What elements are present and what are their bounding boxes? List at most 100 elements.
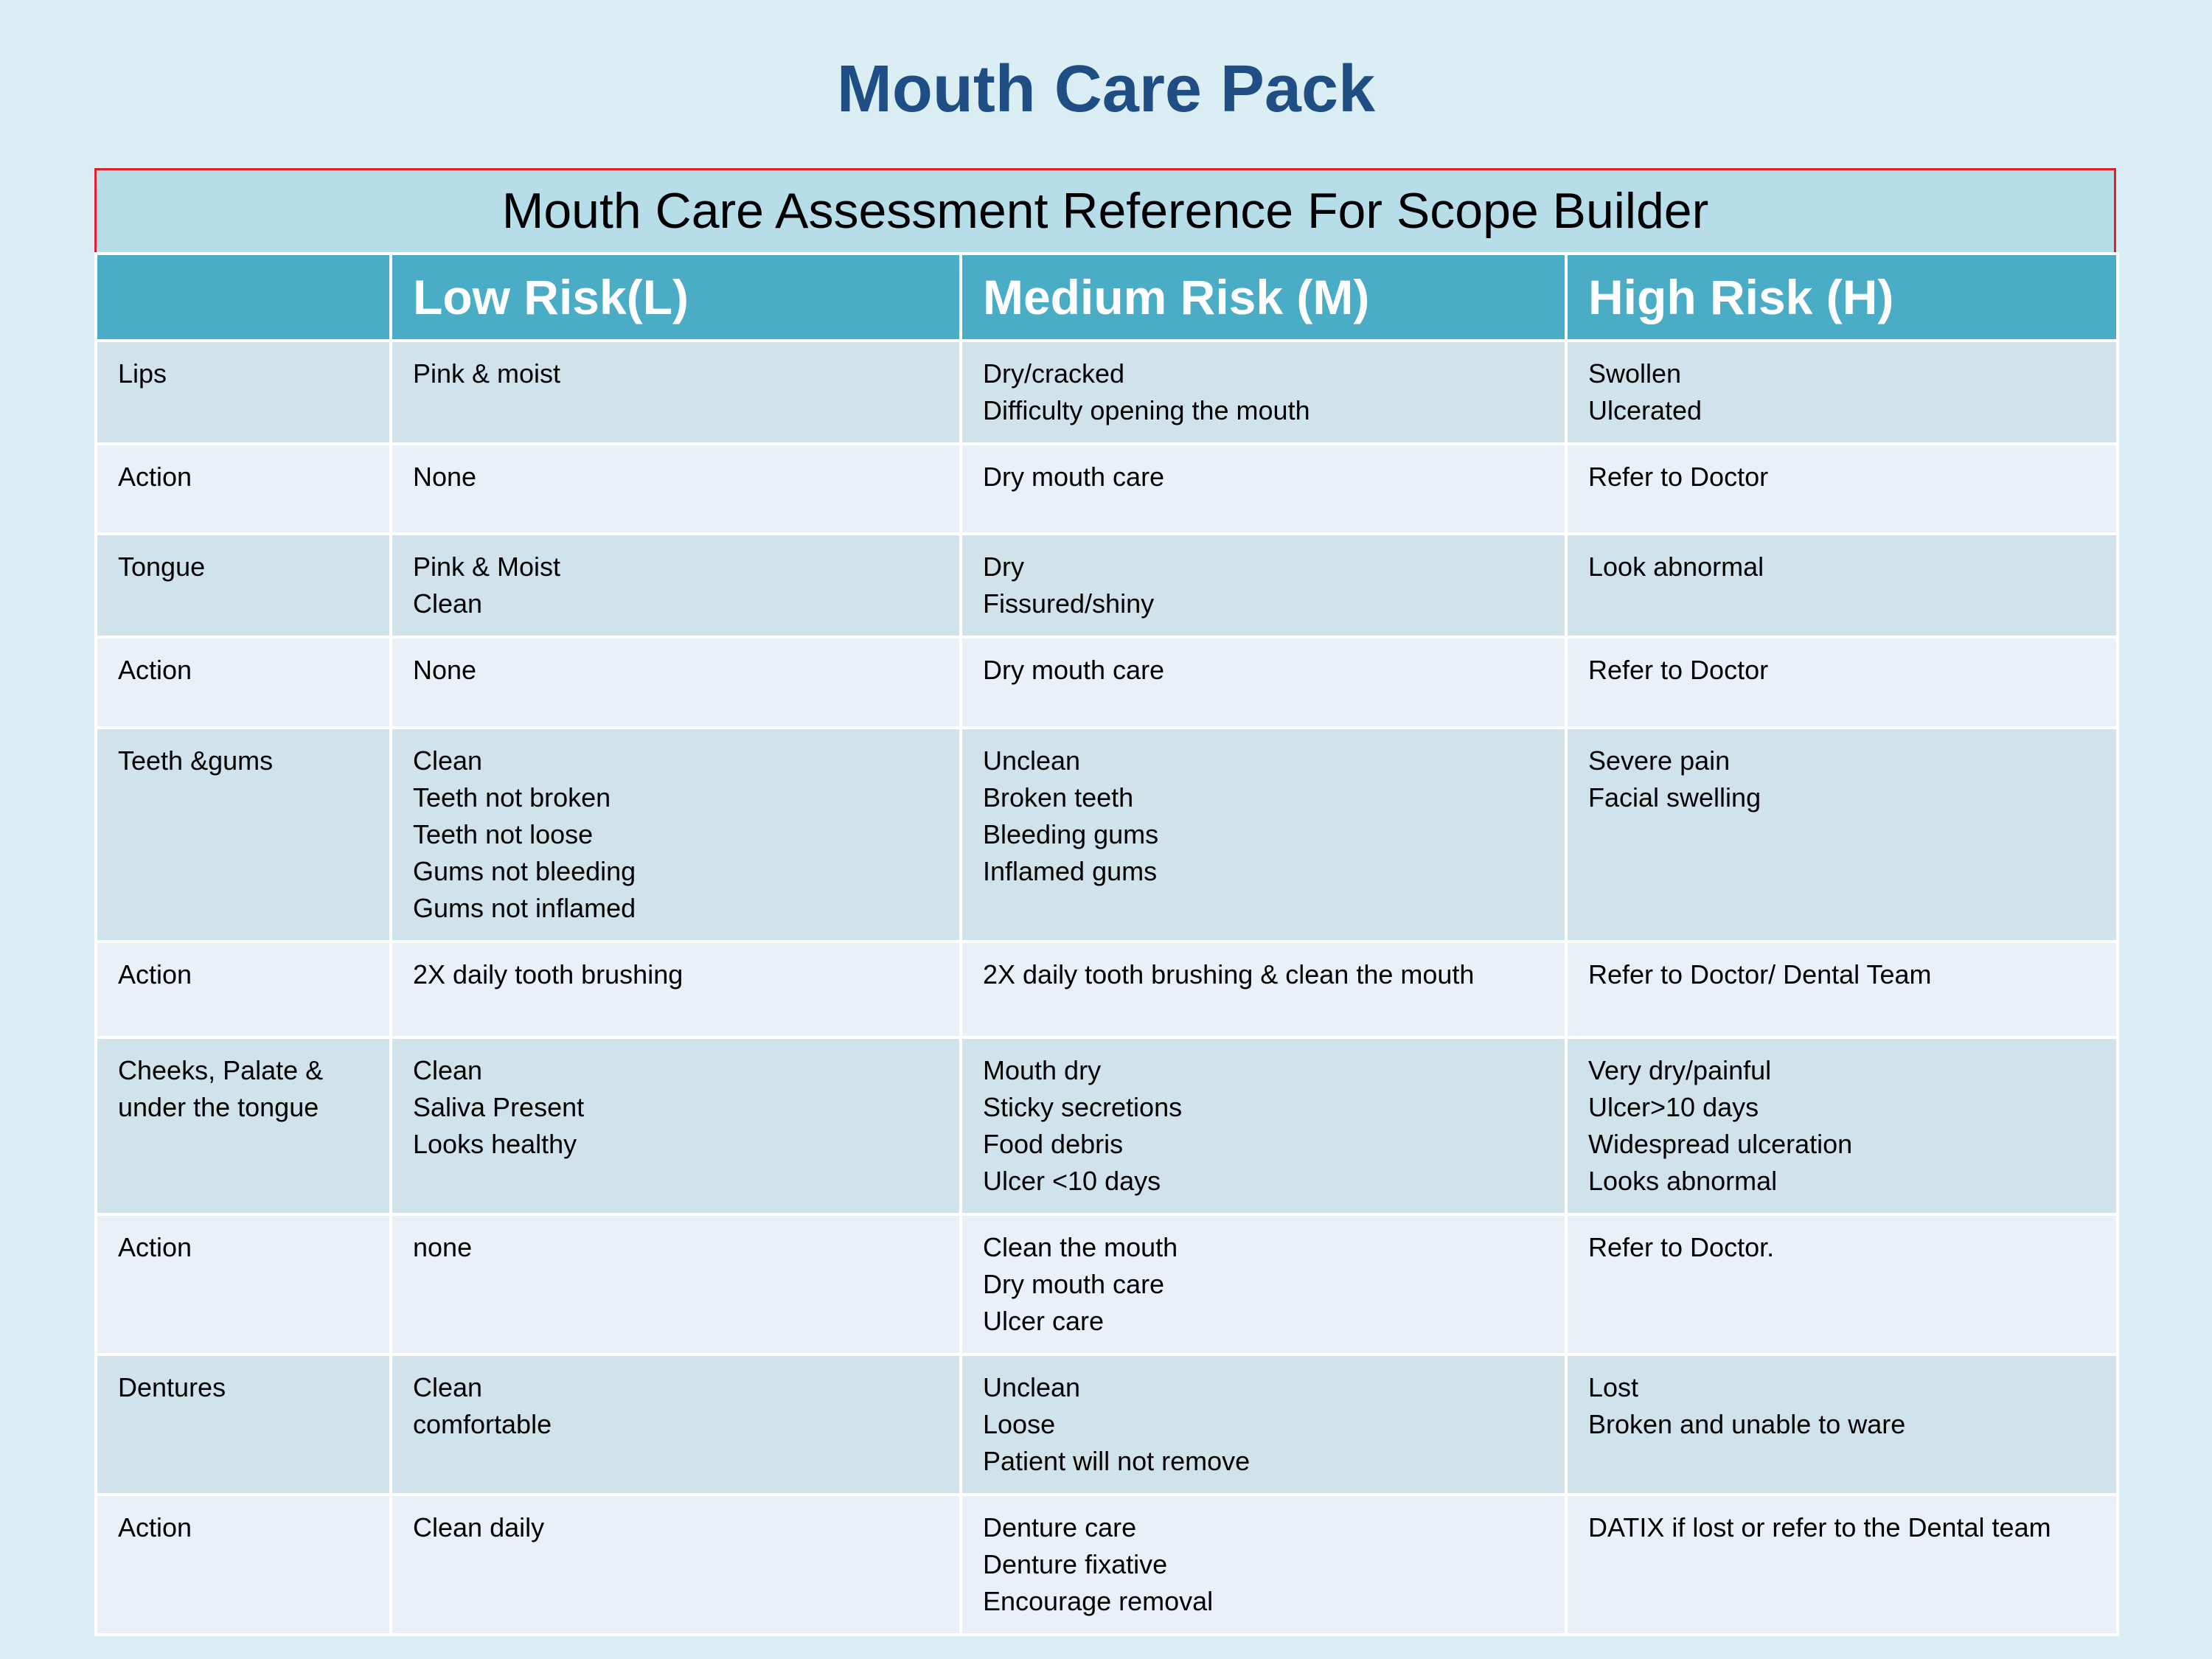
- cell-line: Lost: [1588, 1372, 1639, 1402]
- cell-line: Teeth not broken: [413, 782, 611, 813]
- cell: 2X daily tooth brushing & clean the mout…: [959, 940, 1568, 1039]
- table-caption: Mouth Care Assessment Reference For Scop…: [94, 168, 2116, 252]
- cell: DATIX if lost or refer to the Dental tea…: [1565, 1493, 2119, 1636]
- cell-line: Unclean: [983, 745, 1081, 776]
- cell-line: Unclean: [983, 1372, 1081, 1402]
- cell: Clean daily: [389, 1493, 962, 1636]
- cell-line: Inflamed gums: [983, 856, 1158, 886]
- cell-line: Teeth not loose: [413, 819, 594, 849]
- cell-line: Clean the mouth: [983, 1232, 1178, 1262]
- cell-line: Denture care: [983, 1512, 1137, 1543]
- row-label: Dentures: [94, 1353, 392, 1496]
- row-label: Action: [94, 1213, 392, 1356]
- row-label: Action: [94, 636, 392, 729]
- cell: Refer to Doctor: [1565, 442, 2119, 535]
- cell-line: Widespread ulceration: [1588, 1129, 1853, 1159]
- cell-line: Sticky secretions: [983, 1092, 1183, 1122]
- header-cell: High Risk (H): [1565, 252, 2119, 342]
- table-wrap: Mouth Care Assessment Reference For Scop…: [94, 168, 2119, 1636]
- cell: Swollen Ulcerated: [1565, 339, 2119, 445]
- title: Mouth Care Pack: [836, 52, 1376, 126]
- cell: Pink & moist: [389, 339, 962, 445]
- cell: Refer to Doctor.: [1565, 1213, 2119, 1356]
- cell: Clean Teeth not broken Teeth not loose Gums…: [389, 726, 962, 943]
- table-row: Action none Clean the mouth Dry mouth care U…: [94, 1213, 2119, 1356]
- cell: Unclean Loose Patient will not remove: [959, 1353, 1568, 1496]
- cell-line: comfortable: [413, 1409, 552, 1439]
- cell-line: Difficulty opening the mouth: [983, 395, 1310, 425]
- cell: none: [389, 1213, 962, 1356]
- row-label: Teeth &gums: [94, 726, 392, 943]
- cell: Look abnormal: [1565, 532, 2119, 639]
- cell-line: Broken and unable to ware: [1588, 1409, 1906, 1439]
- cell-line: Facial swelling: [1588, 782, 1761, 813]
- cell-line: 2X daily tooth brushing: [413, 959, 684, 990]
- cell-line: Fissured/shiny: [983, 588, 1155, 619]
- cell: Mouth dry Sticky secretions Food debris Ulc…: [959, 1036, 1568, 1216]
- table-row: Action None Dry mouth care Refer to Doctor: [94, 442, 2119, 535]
- cell: None: [389, 442, 962, 535]
- cell: Clean the mouth Dry mouth care Ulcer care: [959, 1213, 1568, 1356]
- cell-line: Loose: [983, 1409, 1056, 1439]
- cell-line: DATIX if lost or refer to the Dental tea…: [1588, 1512, 2051, 1543]
- cell: Clean comfortable: [389, 1353, 962, 1496]
- cell: Dry mouth care: [959, 442, 1568, 535]
- cell-line: Dry mouth care: [983, 462, 1165, 492]
- cell: Very dry/painful Ulcer>10 days Widespread …: [1565, 1036, 2119, 1216]
- header-row: Low Risk(L) Medium Risk (M) High Risk (H): [94, 252, 2119, 342]
- cell-line: Clean: [413, 588, 483, 619]
- cell-line: Gums not bleeding: [413, 856, 636, 886]
- table-body: Lips Pink & moist Dry/cracked Difficulty op…: [94, 339, 2119, 1636]
- cell-line: Looks abnormal: [1588, 1166, 1778, 1196]
- cell-line: 2X daily tooth brushing & clean the mout…: [983, 959, 1475, 990]
- cell-line: Ulcer care: [983, 1306, 1105, 1336]
- cell-line: Look abnormal: [1588, 552, 1764, 582]
- table-row: Dentures Clean comfortable Unclean Loose Pati…: [94, 1353, 2119, 1496]
- cell-line: Severe pain: [1588, 745, 1731, 776]
- cell-line: Clean: [413, 1055, 483, 1085]
- cell: 2X daily tooth brushing: [389, 940, 962, 1039]
- cell: Pink & Moist Clean: [389, 532, 962, 639]
- header-cell: Medium Risk (M): [959, 252, 1568, 342]
- cell: Dry mouth care: [959, 636, 1568, 729]
- cell-line: Dry/cracked: [983, 358, 1125, 389]
- cell-line: None: [413, 655, 477, 685]
- cell-line: Denture fixative: [983, 1549, 1168, 1579]
- cell: Refer to Doctor/ Dental Team: [1565, 940, 2119, 1039]
- cell-line: Looks healthy: [413, 1129, 577, 1159]
- cell-line: Swollen: [1588, 358, 1682, 389]
- table-row: Cheeks, Palate & under the tongue Clean Sa…: [94, 1036, 2119, 1216]
- cell: Dry Fissured/shiny: [959, 532, 1568, 639]
- cell: Denture care Denture fixative Encourage re…: [959, 1493, 1568, 1636]
- cell-line: Refer to Doctor: [1588, 462, 1769, 492]
- cell: Lost Broken and unable to ware: [1565, 1353, 2119, 1496]
- cell-line: Refer to Doctor: [1588, 655, 1769, 685]
- cell-line: Clean daily: [413, 1512, 545, 1543]
- cell-line: Dry mouth care: [983, 1269, 1165, 1299]
- table-row: Action 2X daily tooth brushing 2X daily to…: [94, 940, 2119, 1039]
- cell-line: Very dry/painful: [1588, 1055, 1772, 1085]
- header-cell: Low Risk(L): [389, 252, 962, 342]
- cell-line: Mouth dry: [983, 1055, 1102, 1085]
- cell-line: Encourage removal: [983, 1586, 1214, 1616]
- cell-line: Clean: [413, 1372, 483, 1402]
- row-label: Lips: [94, 339, 392, 445]
- cell-line: Food debris: [983, 1129, 1124, 1159]
- table-row: Action None Dry mouth care Refer to Doctor: [94, 636, 2119, 729]
- row-label: Tongue: [94, 532, 392, 639]
- header-cell: [94, 252, 392, 342]
- table: Low Risk(L) Medium Risk (M) High Risk (H) …: [94, 252, 2119, 1636]
- cell: Refer to Doctor: [1565, 636, 2119, 729]
- table-row: Action Clean daily Denture care Denture fix…: [94, 1493, 2119, 1636]
- cell-line: Broken teeth: [983, 782, 1134, 813]
- row-label: Action: [94, 940, 392, 1039]
- cell-line: Bleeding gums: [983, 819, 1159, 849]
- cell-line: Dry: [983, 552, 1024, 582]
- cell-line: Pink & moist: [413, 358, 561, 389]
- cell-line: Pink & Moist: [413, 552, 561, 582]
- row-label: Action: [94, 442, 392, 535]
- table-row: Teeth &gums Clean Teeth not broken Teeth no…: [94, 726, 2119, 943]
- cell-line: Saliva Present: [413, 1092, 585, 1122]
- cell: Clean Saliva Present Looks healthy: [389, 1036, 962, 1216]
